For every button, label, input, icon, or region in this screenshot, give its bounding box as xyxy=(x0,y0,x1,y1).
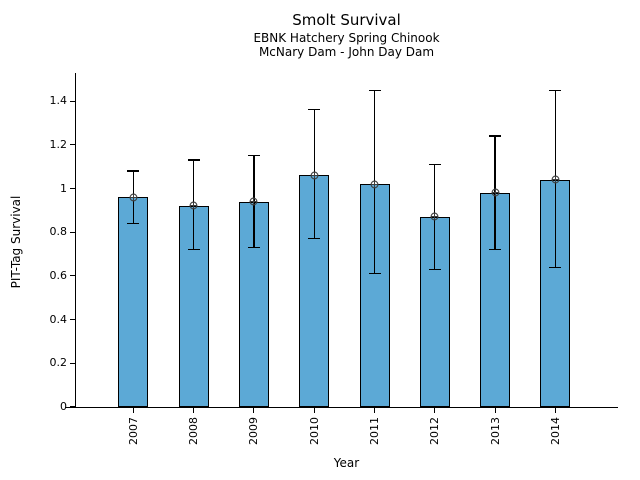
chart-subtitle-line1: EBNK Hatchery Spring Chinook xyxy=(253,31,440,45)
point-marker-circle-plus-icon xyxy=(430,212,439,221)
y-axis-tick xyxy=(70,319,75,321)
y-axis-tick-label: 0 xyxy=(60,400,67,413)
error-bar-cap-bottom xyxy=(247,246,260,249)
y-axis-tick-label: 0.2 xyxy=(49,356,68,370)
y-axis-tick-label: 1 xyxy=(60,181,67,195)
chart-subtitle-line2: McNary Dam - John Day Dam xyxy=(258,45,435,59)
x-axis-tick-label: 2010 xyxy=(307,417,321,445)
y-axis-tick xyxy=(70,406,75,408)
error-bar-cap-top xyxy=(368,89,381,91)
error-bar-cap-bottom xyxy=(308,238,321,240)
x-axis-tick-label: 2007 xyxy=(126,417,140,445)
x-axis-tick-label: 2011 xyxy=(368,417,381,445)
x-axis-tick xyxy=(494,408,496,414)
error-bar-cap-top xyxy=(247,155,260,157)
error-bar-cap-top xyxy=(549,89,562,91)
x-axis-tick xyxy=(132,408,134,414)
error-bar-cap-top xyxy=(489,135,502,137)
error-bar-cap-top xyxy=(187,159,200,161)
x-axis-tick-label: 2012 xyxy=(428,417,442,445)
error-bar-cap-bottom xyxy=(368,273,381,275)
x-axis-tick-label: 2008 xyxy=(187,417,201,445)
error-bar-cap-top xyxy=(308,109,321,111)
y-axis-tick xyxy=(70,100,75,102)
x-axis-tick-label: 2014 xyxy=(548,417,562,445)
point-marker-circle-plus-icon xyxy=(310,171,319,180)
x-axis-tick xyxy=(313,408,315,414)
y-axis-tick xyxy=(70,275,75,277)
y-axis-tick xyxy=(70,187,75,190)
error-bar-cap-bottom xyxy=(187,249,200,251)
error-bar-cap-top xyxy=(127,170,140,172)
point-marker-circle-plus-icon xyxy=(249,197,258,206)
chart-title: Smolt Survival xyxy=(292,11,401,29)
y-axis-spine xyxy=(75,73,77,409)
point-marker-circle-plus-icon xyxy=(129,193,138,202)
bar-2007 xyxy=(118,197,149,407)
x-axis-tick-label: 2013 xyxy=(488,417,502,445)
point-marker-circle-plus-icon xyxy=(491,188,500,197)
x-axis-tick xyxy=(373,408,376,414)
plot-area: 0 0.2 0.4 0.6 0.8 1 1.2 1.4 2007 2008 2009 2010 2011… xyxy=(50,73,618,445)
error-bar-cap-bottom xyxy=(489,249,502,251)
y-axis-tick xyxy=(70,231,75,233)
point-marker-circle-plus-icon xyxy=(189,202,198,210)
point-marker-circle-plus-icon xyxy=(370,180,379,189)
y-axis-tick-label: 1.4 xyxy=(49,94,68,108)
x-axis-spine xyxy=(65,407,618,409)
x-axis-label: Year xyxy=(333,456,360,470)
point-marker-circle-plus-icon xyxy=(551,175,560,184)
error-bar-cap-bottom xyxy=(127,222,140,225)
error-bar-cap-bottom xyxy=(549,266,562,268)
y-axis-tick-label: 0.4 xyxy=(49,312,68,326)
y-axis-tick xyxy=(70,144,75,146)
error-bar-cap-bottom xyxy=(428,268,441,270)
error-bar-cap-top xyxy=(428,163,441,166)
y-axis-label: PIT-Tag Survival xyxy=(9,195,23,289)
x-axis-tick xyxy=(434,408,436,414)
y-axis-tick-label: 1.2 xyxy=(49,137,68,151)
y-axis-tick-label: 0.6 xyxy=(49,268,68,282)
x-axis-tick-label: 2009 xyxy=(247,417,261,445)
y-axis-tick xyxy=(70,362,75,364)
x-axis-tick xyxy=(554,408,556,414)
y-axis-tick-label: 0.8 xyxy=(49,225,68,239)
x-axis-tick xyxy=(193,408,195,414)
x-axis-tick xyxy=(253,408,255,414)
